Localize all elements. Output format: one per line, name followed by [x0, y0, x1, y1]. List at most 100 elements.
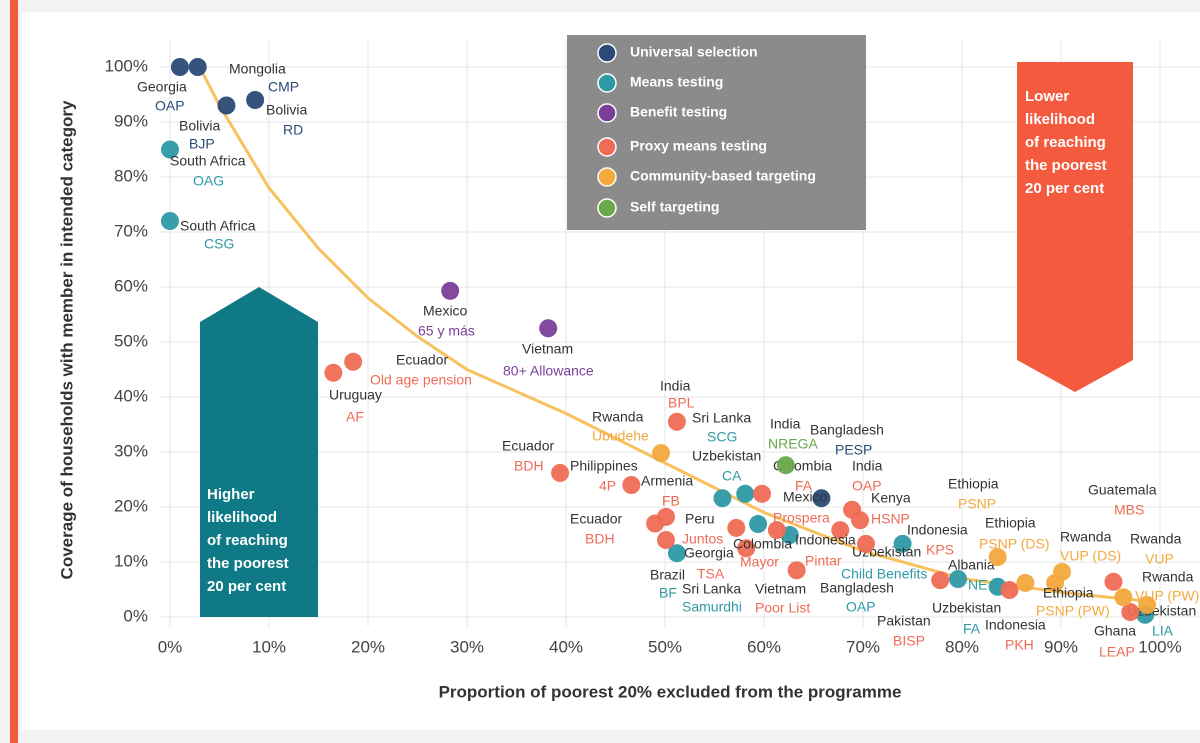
annotation-text: of reaching: [207, 532, 288, 549]
data-point: [831, 521, 850, 540]
data-point: [931, 571, 950, 590]
legend-label: Proxy means testing: [630, 138, 767, 154]
programme-label: Poor List: [755, 600, 810, 616]
programme-label: VUP (DS): [1060, 548, 1121, 564]
annotation-text: the poorest: [207, 555, 289, 572]
country-label: Armenia: [641, 473, 693, 489]
country-label: Rwanda: [1142, 569, 1194, 585]
data-point: [713, 489, 732, 508]
country-label: India: [660, 378, 691, 394]
country-label: Ethiopia: [1043, 585, 1094, 601]
data-point: [776, 456, 795, 475]
x-tick-label: 80%: [945, 637, 979, 656]
arrow-up: [200, 287, 318, 617]
programme-label: 65 y más: [418, 323, 475, 339]
programme-label: BISP: [893, 633, 925, 649]
programme-label: PKH: [1005, 637, 1034, 653]
programme-label: RD: [283, 122, 303, 138]
data-point: [622, 476, 641, 494]
x-tick-label: 70%: [846, 637, 880, 656]
data-point: [736, 484, 755, 503]
programme-label: VUP: [1145, 551, 1174, 567]
country-label: Vietnam: [755, 581, 806, 597]
y-tick-label: 90%: [114, 111, 148, 130]
y-tick-label: 60%: [114, 276, 148, 295]
x-tick-label: 100%: [1138, 637, 1181, 656]
legend-box: [567, 35, 866, 230]
data-point: [988, 548, 1007, 567]
country-label: Mongolia: [229, 61, 286, 77]
programme-label: Samurdhi: [682, 599, 742, 615]
country-label: Uzbekistan: [932, 600, 1001, 616]
programme-label: TSA: [697, 566, 725, 582]
annotation-text: Higher: [207, 486, 255, 503]
country-label: Vietnam: [522, 341, 573, 357]
data-point: [667, 412, 686, 431]
country-label: Kenya: [871, 490, 911, 506]
x-tick-label: 40%: [549, 637, 583, 656]
annotation-text: Lower: [1025, 88, 1069, 105]
data-point: [551, 463, 570, 482]
country-label: Ecuador: [570, 511, 622, 527]
data-point: [1121, 603, 1140, 622]
data-point: [246, 91, 265, 109]
country-label: Georgia: [684, 545, 734, 561]
data-point: [753, 484, 772, 503]
x-tick-label: 20%: [351, 637, 385, 656]
country-label: Ethiopia: [948, 476, 999, 492]
country-label: Ethiopia: [985, 515, 1036, 531]
programme-label: CMP: [268, 79, 299, 95]
country-label: Bangladesh: [820, 580, 894, 596]
legend-marker: [597, 198, 617, 218]
x-tick-label: 30%: [450, 637, 484, 656]
data-point: [217, 96, 236, 115]
country-label: Indonesia: [985, 617, 1046, 633]
programme-label: BDH: [585, 531, 615, 547]
programme-label: Prospera: [773, 510, 830, 526]
y-tick-label: 80%: [114, 166, 148, 185]
x-tick-label: 50%: [648, 637, 682, 656]
programme-label: 4P: [599, 478, 616, 494]
data-point: [1114, 588, 1133, 607]
legend-label: Benefit testing: [630, 104, 727, 120]
data-point: [652, 444, 671, 463]
legend-label: Community-based targeting: [630, 168, 816, 184]
country-label: Pakistan: [877, 613, 931, 629]
programme-label: BF: [659, 585, 677, 601]
data-point: [1052, 562, 1071, 581]
data-point: [1104, 572, 1123, 591]
data-point: [667, 544, 686, 563]
data-point: [170, 58, 189, 76]
y-tick-label: 10%: [114, 551, 148, 570]
programme-label: CSG: [204, 236, 234, 252]
x-tick-label: 90%: [1044, 637, 1078, 656]
programme-label: AF: [346, 409, 364, 425]
programme-label: NREGA: [768, 436, 818, 452]
y-tick-label: 40%: [114, 386, 148, 405]
programme-label: HSNP: [871, 511, 910, 527]
data-point: [539, 319, 558, 338]
programme-label: OAP: [852, 478, 882, 494]
legend-label: Means testing: [630, 74, 723, 90]
y-tick-label: 100%: [105, 56, 148, 75]
x-tick-label: 0%: [158, 637, 183, 656]
annotation-text: likelihood: [1025, 111, 1095, 128]
x-axis-title: Proportion of poorest 20% excluded from …: [439, 682, 902, 701]
country-label: Bangladesh: [810, 422, 884, 438]
country-label: Ecuador: [396, 352, 448, 368]
data-point: [1138, 595, 1157, 614]
x-tick-label: 10%: [252, 637, 286, 656]
programme-label: Child Benefits: [841, 566, 927, 582]
programme-label: FB: [662, 493, 680, 509]
programme-label: PESP: [835, 442, 872, 458]
data-point: [324, 363, 343, 382]
programme-label: 80+ Allowance: [503, 363, 594, 379]
country-label: India: [852, 458, 883, 474]
data-point: [851, 511, 870, 530]
programme-label: FA: [963, 621, 981, 637]
country-label: Ghana: [1094, 623, 1136, 639]
country-label: Ecuador: [502, 438, 554, 454]
data-point: [1000, 581, 1019, 600]
arrow-down: [1017, 62, 1133, 392]
